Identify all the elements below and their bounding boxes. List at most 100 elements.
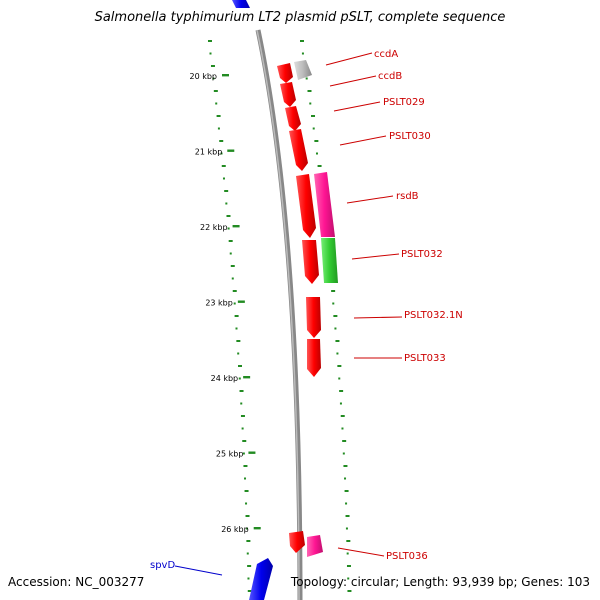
gc-inner-dot [235, 327, 238, 330]
gene-label-ccdA[interactable]: ccdA [374, 49, 398, 60]
gene-label-PSLT036[interactable]: PSLT036 [386, 551, 428, 562]
kbp-tick-label: 22 kbp [200, 223, 228, 232]
gc-outer-dot [332, 302, 335, 305]
gene-label-PSLT032[interactable]: PSLT032 [401, 249, 443, 260]
kbp-tick-label: 21 kbp [195, 148, 223, 157]
backbone-arc [255, 29, 303, 600]
gc-inner-dot [221, 165, 226, 167]
gc-inner-dot [238, 377, 241, 380]
gc-outer-dot [339, 390, 344, 392]
gc-inner-dot [220, 152, 223, 155]
kbp-tick [248, 451, 256, 454]
kbp-tick-label: 24 kbp [211, 374, 239, 383]
gc-inner-dot [244, 477, 247, 480]
gc-outer-dot [338, 377, 341, 380]
gc-inner-dot [236, 340, 241, 342]
gc-inner-dot [240, 415, 245, 417]
gc-outer-dot [312, 127, 315, 130]
kbp-tick [227, 149, 235, 152]
gc-outer-dot [346, 565, 351, 567]
gc-inner-dot [219, 140, 224, 142]
gc-inner-dot [209, 52, 212, 55]
gc-inner-dot [234, 315, 239, 317]
gc-outer-dot [315, 152, 318, 155]
gc-outer-dot [311, 115, 316, 117]
gene-ccdA-arrow[interactable] [277, 63, 293, 83]
gc-outer-dot [300, 40, 304, 42]
kbp-tick-label: 23 kbp [205, 299, 233, 308]
gc-outer-dot [309, 102, 312, 105]
gene-label-ccdB[interactable]: ccdB [378, 71, 402, 82]
gc-inner-dot [231, 277, 234, 280]
gc-inner-dot [247, 590, 252, 592]
gc-inner-dot [227, 227, 230, 230]
gene-PSLT031-arrow[interactable] [296, 174, 316, 238]
kbp-tick [237, 300, 245, 303]
gene-rsdB-arrow[interactable] [314, 172, 335, 237]
gc-outer-dot [305, 77, 308, 80]
gc-inner-dot [242, 452, 245, 455]
gene-PSLT036-arrow[interactable] [307, 535, 323, 557]
gc-skew-inner-track [207, 40, 252, 592]
gc-outer-dot [307, 90, 312, 92]
gc-inner-dot [244, 490, 249, 492]
kbp-tick [232, 225, 240, 228]
gc-inner-dot [226, 215, 231, 217]
kbp-ruler: 20 kbp 21 kbp 22 kbp 23 kbp 24 kbp 25 kbp 26 k… [189, 72, 261, 534]
gc-inner-dot [239, 390, 244, 392]
gc-inner-dot [229, 252, 232, 255]
gc-outer-dot [344, 477, 347, 480]
gene-label-PSLT029[interactable]: PSLT029 [383, 97, 425, 108]
gc-outer-dot [346, 540, 351, 542]
gc-outer-dot [340, 415, 345, 417]
gc-inner-dot [243, 465, 248, 467]
gene-PSLT029b-arrow[interactable] [285, 106, 301, 131]
gene-label-PSLT033[interactable]: PSLT033 [404, 353, 446, 364]
gene-label-PSLT032.1N[interactable]: PSLT032.1N [404, 310, 463, 321]
gc-outer-dot [317, 165, 322, 167]
gc-inner-dot [207, 40, 212, 42]
kbp-tick-label: 25 kbp [216, 450, 244, 459]
kbp-tick [253, 527, 261, 530]
gene-label-rsdB[interactable]: rsdB [396, 191, 419, 202]
gene-PSLT032.1N-arrow[interactable] [306, 297, 321, 338]
gc-inner-dot [224, 190, 229, 192]
gc-inner-dot [241, 427, 244, 430]
gc-outer-dot [335, 340, 340, 342]
gc-inner-dot [247, 565, 252, 567]
gene-label-spvD[interactable]: spvD [150, 560, 175, 571]
gc-inner-dot [217, 127, 220, 130]
gene-PSLT033-arrow[interactable] [307, 339, 321, 377]
gene-PSLT032-arrow[interactable] [321, 238, 338, 283]
gc-inner-dot [247, 577, 250, 580]
gene-labels: ccdA ccdB PSLT029 PSLT030 rsdB PSLT032 P… [150, 49, 463, 571]
kbp-tick [243, 376, 251, 379]
gc-outer-dot [336, 352, 339, 355]
gc-inner-dot [213, 90, 218, 92]
gene-label-PSLT030[interactable]: PSLT030 [389, 131, 431, 142]
gene-spvD-arrow[interactable] [249, 558, 273, 600]
gc-outer-dot [341, 427, 344, 430]
gc-inner-dot [215, 102, 218, 105]
gc-outer-dot [345, 527, 348, 530]
gc-inner-dot [245, 515, 250, 517]
gc-outer-dot [347, 577, 350, 580]
gc-inner-dot [225, 202, 228, 205]
gc-outer-dot [344, 490, 349, 492]
kbp-tick-label: 20 kbp [189, 72, 217, 81]
accession-text: Accession: NC_003277 [8, 575, 145, 589]
gc-outer-dot [333, 315, 338, 317]
gene-PSLT029-arrow[interactable] [280, 82, 296, 107]
gc-outer-dot [339, 402, 342, 405]
gc-inner-dot [242, 440, 247, 442]
gene-ccdB-arrow[interactable] [294, 60, 312, 80]
gc-outer-dot [345, 502, 348, 505]
gene-PSLT032-red-arrow[interactable] [302, 240, 319, 284]
gene-PSLT030-arrow[interactable] [289, 129, 308, 171]
gc-outer-dot [347, 590, 352, 592]
gc-outer-dot [345, 515, 350, 517]
gc-outer-dot [331, 290, 336, 292]
gc-outer-dot [337, 365, 342, 367]
gene-PSLT035-arrow[interactable] [289, 531, 305, 553]
